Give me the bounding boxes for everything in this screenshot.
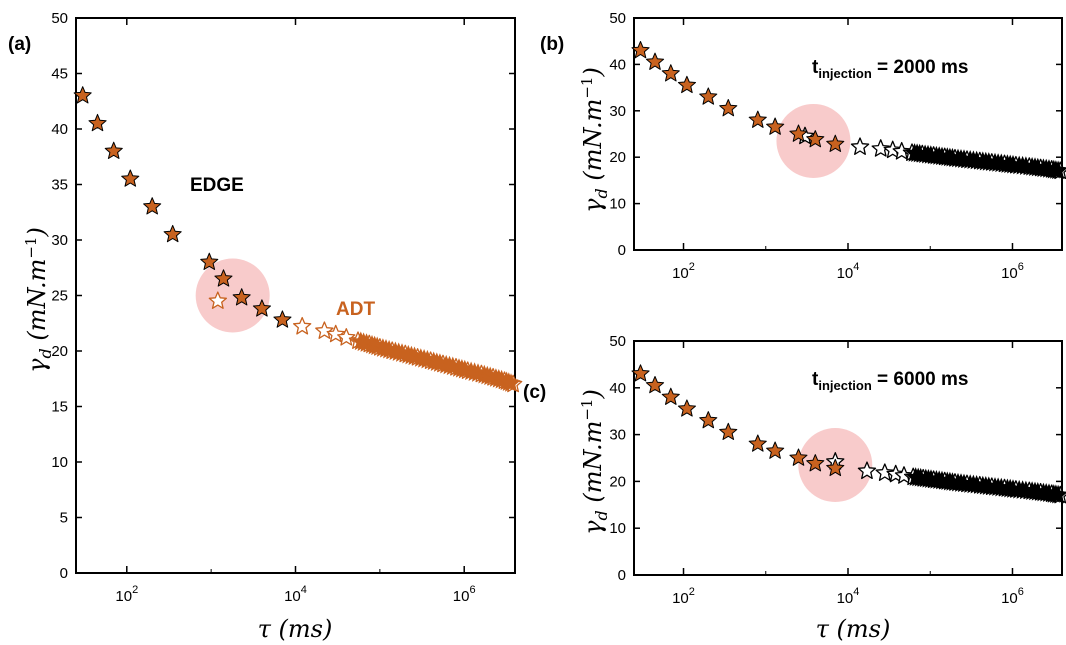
edge-star-point xyxy=(252,299,271,317)
edge-star-point xyxy=(806,454,825,472)
panel-c-x-axis-label: τ (ms) xyxy=(816,615,891,643)
y-tick-label: 30 xyxy=(51,232,68,249)
edge-star-point xyxy=(766,441,785,459)
panel-c-letter: (c) xyxy=(523,382,546,403)
y-tick-label: 0 xyxy=(60,565,68,582)
adt-tail-star-point xyxy=(1048,160,1066,180)
y-tick-label: 30 xyxy=(609,103,626,120)
y-tick-label: 40 xyxy=(609,56,626,73)
edge-star-point xyxy=(789,448,808,466)
annotation-t-injection-2000: tinjection = 2000 ms xyxy=(812,57,968,81)
y-tick-label: 20 xyxy=(609,149,626,166)
adt-star-point xyxy=(315,321,334,339)
y-tick-label: 30 xyxy=(609,427,626,444)
adt-star-point xyxy=(857,461,877,480)
adt-star-point xyxy=(850,137,870,155)
panel-a-letter: (a) xyxy=(8,34,31,55)
annotation-adt: ADT xyxy=(336,299,375,320)
adt-star-point xyxy=(894,466,914,484)
y-tick-label: 20 xyxy=(609,473,626,490)
y-tick-label: 25 xyxy=(51,288,68,305)
annotation-edge: EDGE xyxy=(190,175,244,196)
panel-b-y-axis-label: γd (mN.m−1) xyxy=(578,67,611,213)
panel-a-x-axis-label: τ (ms) xyxy=(258,615,333,643)
edge-star-point xyxy=(748,110,767,128)
edge-star-point xyxy=(699,87,718,105)
edge-star-point xyxy=(766,117,785,135)
panel-c-plot: 0 10 20 30 40 50 102 104 106 xyxy=(609,333,1066,607)
x-tick-label: 102 xyxy=(672,586,695,607)
edge-star-point xyxy=(143,197,162,215)
y-tick-label: 15 xyxy=(51,399,68,416)
adt-tail-star-point xyxy=(501,373,521,392)
edge-star-point xyxy=(104,141,123,159)
y-tick-label: 40 xyxy=(51,121,68,138)
x-tick-label: 102 xyxy=(115,584,138,605)
panel-c: (c) 0 10 20 30 40 50 102 104 106 tinjection = 60… xyxy=(523,333,1066,643)
y-tick-label: 0 xyxy=(618,567,626,584)
edge-star-point xyxy=(719,99,738,117)
edge-star-point xyxy=(214,269,233,287)
edge-star-point xyxy=(661,64,680,82)
x-tick-label: 102 xyxy=(672,261,695,282)
edge-star-point xyxy=(645,376,665,394)
y-tick-label: 50 xyxy=(609,333,626,350)
adt-star-point xyxy=(875,463,894,481)
adt-star-point xyxy=(871,139,890,157)
edge-star-point xyxy=(806,130,825,148)
panel-a-y-axis-label: γd (mN.m−1) xyxy=(22,227,55,373)
y-tick-label: 45 xyxy=(51,66,68,83)
edge-star-point xyxy=(661,387,680,405)
edge-star-point xyxy=(677,399,696,417)
edge-star-point xyxy=(719,422,738,440)
edge-star-point xyxy=(200,252,219,270)
edge-star-point xyxy=(88,113,107,132)
panel-b-plot: 0 10 20 30 40 50 102 104 106 xyxy=(609,10,1066,282)
edge-star-point xyxy=(826,134,845,152)
panel-a-plot: 0 5 10 15 20 25 30 35 40 45 50 102 104 106 xyxy=(51,10,523,605)
adt-tail-star-point xyxy=(1048,484,1066,504)
edge-star-point xyxy=(826,458,845,477)
x-tick-label: 106 xyxy=(1001,586,1024,607)
adt-star-point xyxy=(337,328,356,346)
edge-star-point xyxy=(163,224,182,243)
x-tick-label: 104 xyxy=(837,261,860,282)
x-tick-label: 104 xyxy=(284,584,307,605)
y-tick-label: 20 xyxy=(51,343,68,360)
panel-b: (b) 0 10 20 30 40 50 102 104 106 tinjection = 20… xyxy=(540,10,1066,282)
y-tick-label: 50 xyxy=(51,10,68,27)
edge-star-point xyxy=(273,310,292,328)
y-tick-label: 10 xyxy=(609,196,626,213)
highlight-circle xyxy=(195,258,270,333)
x-tick-label: 106 xyxy=(453,584,476,605)
y-tick-label: 40 xyxy=(609,380,626,397)
panel-a: (a) 0 5 10 15 20 25 30 35 40 45 50 102 104 106 EDGE A… xyxy=(8,10,523,643)
panel-c-y-axis-label: γd (mN.m−1) xyxy=(578,389,611,535)
adt-star-point xyxy=(292,316,312,335)
edge-star-point xyxy=(699,411,718,429)
edge-star-point xyxy=(677,75,696,94)
edge-star-point xyxy=(631,364,650,382)
y-tick-label: 5 xyxy=(60,510,68,527)
edge-star-point xyxy=(232,288,251,306)
y-tick-label: 0 xyxy=(618,242,626,259)
axes-frame-a xyxy=(75,17,516,574)
edge-star-point xyxy=(73,86,92,104)
edge-star-point xyxy=(631,41,650,59)
adt-star-point xyxy=(208,291,228,309)
y-tick-label: 10 xyxy=(609,520,626,537)
edge-star-point xyxy=(789,124,808,142)
panel-b-letter: (b) xyxy=(540,34,564,55)
edge-star-point xyxy=(645,52,665,70)
edge-star-point xyxy=(748,434,767,452)
x-tick-label: 106 xyxy=(1001,261,1024,282)
y-tick-label: 35 xyxy=(51,177,68,194)
y-tick-label: 50 xyxy=(609,10,626,27)
edge-star-point xyxy=(121,169,140,187)
x-tick-label: 104 xyxy=(837,586,860,607)
adt-star-point xyxy=(892,141,911,160)
annotation-t-injection-6000: tinjection = 6000 ms xyxy=(812,369,968,393)
y-tick-label: 10 xyxy=(51,454,68,471)
